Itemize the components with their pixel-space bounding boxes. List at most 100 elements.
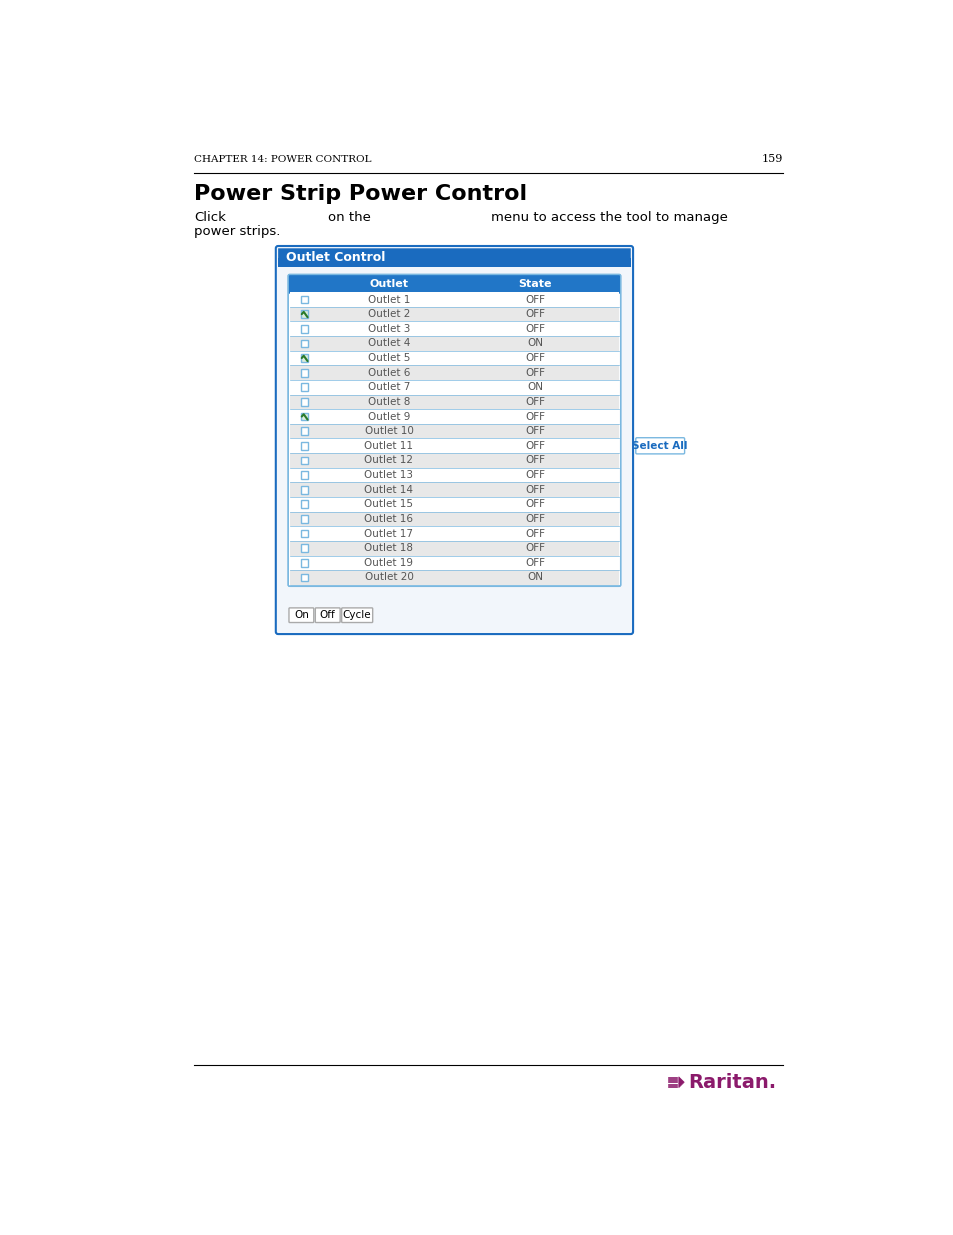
Bar	[300, 369, 308, 377]
Bar	[290, 275, 618, 293]
Text: OFF: OFF	[524, 456, 544, 466]
Bar	[290, 395, 618, 409]
Bar	[290, 453, 618, 468]
Bar	[290, 321, 618, 336]
Bar	[300, 325, 308, 332]
Text: OFF: OFF	[524, 353, 544, 363]
Text: Outlet 2: Outlet 2	[367, 309, 410, 319]
Bar	[290, 511, 618, 526]
FancyBboxPatch shape	[635, 437, 684, 454]
Text: Outlet 10: Outlet 10	[364, 426, 413, 436]
Bar	[290, 380, 618, 395]
Text: Outlet 13: Outlet 13	[364, 471, 413, 480]
Bar	[300, 340, 308, 347]
Text: ON: ON	[526, 338, 542, 348]
Text: OFF: OFF	[524, 396, 544, 406]
Text: Outlet 15: Outlet 15	[364, 499, 413, 509]
Bar	[300, 398, 308, 406]
Bar	[290, 438, 618, 453]
Text: OFF: OFF	[524, 309, 544, 319]
Bar	[300, 559, 308, 567]
Bar	[290, 336, 618, 351]
Bar	[278, 605, 630, 627]
FancyBboxPatch shape	[275, 246, 633, 634]
Bar	[290, 306, 618, 321]
Bar	[300, 383, 308, 391]
Text: Cycle: Cycle	[342, 610, 371, 620]
Text: Outlet 1: Outlet 1	[367, 294, 410, 305]
Text: OFF: OFF	[524, 558, 544, 568]
Text: 159: 159	[761, 153, 782, 163]
Text: Select All: Select All	[632, 441, 687, 451]
Text: OFF: OFF	[524, 368, 544, 378]
FancyBboxPatch shape	[289, 608, 314, 622]
Bar	[300, 530, 308, 537]
Bar	[300, 457, 308, 464]
Bar	[290, 496, 618, 511]
Text: Outlet 8: Outlet 8	[367, 396, 410, 406]
Text: CHAPTER 14: POWER CONTROL: CHAPTER 14: POWER CONTROL	[194, 154, 372, 163]
Bar	[278, 258, 630, 267]
Text: Outlet 11: Outlet 11	[364, 441, 413, 451]
Bar	[300, 354, 308, 362]
Text: Outlet 5: Outlet 5	[367, 353, 410, 363]
Text: Outlet 20: Outlet 20	[364, 573, 413, 583]
Text: OFF: OFF	[524, 441, 544, 451]
Text: On: On	[294, 610, 309, 620]
Text: ON: ON	[526, 573, 542, 583]
Bar	[300, 295, 308, 304]
Bar	[290, 293, 618, 306]
Bar	[300, 545, 308, 552]
FancyBboxPatch shape	[315, 608, 340, 622]
Bar	[290, 571, 618, 585]
Text: menu to access the tool to manage: menu to access the tool to manage	[491, 211, 727, 225]
Text: Outlet: Outlet	[369, 279, 408, 289]
Bar	[300, 412, 308, 420]
Bar	[300, 310, 308, 317]
Text: ON: ON	[526, 383, 542, 393]
Bar	[290, 284, 618, 293]
Text: Outlet 4: Outlet 4	[367, 338, 410, 348]
Bar	[300, 442, 308, 450]
Text: on the: on the	[328, 211, 371, 225]
Text: OFF: OFF	[524, 514, 544, 524]
Text: OFF: OFF	[524, 484, 544, 495]
Bar	[300, 485, 308, 494]
Text: Click: Click	[194, 211, 226, 225]
Text: Outlet 12: Outlet 12	[364, 456, 413, 466]
FancyBboxPatch shape	[278, 248, 630, 267]
Text: Outlet 9: Outlet 9	[367, 411, 410, 421]
Bar	[290, 541, 618, 556]
Text: power strips.: power strips.	[194, 225, 280, 237]
Text: Outlet 14: Outlet 14	[364, 484, 413, 495]
Text: Outlet 17: Outlet 17	[364, 529, 413, 538]
Text: OFF: OFF	[524, 499, 544, 509]
Bar	[290, 424, 618, 438]
Text: OFF: OFF	[524, 294, 544, 305]
Text: Outlet 7: Outlet 7	[367, 383, 410, 393]
Text: Power Strip Power Control: Power Strip Power Control	[194, 184, 527, 205]
Bar	[290, 556, 618, 571]
Text: OFF: OFF	[524, 426, 544, 436]
Text: OFF: OFF	[524, 529, 544, 538]
Bar	[300, 515, 308, 522]
Text: Off: Off	[319, 610, 335, 620]
Bar	[300, 427, 308, 435]
Bar	[290, 526, 618, 541]
Text: Outlet Control: Outlet Control	[286, 251, 385, 264]
Text: Outlet 6: Outlet 6	[367, 368, 410, 378]
Bar	[290, 483, 618, 496]
Text: OFF: OFF	[524, 471, 544, 480]
Bar	[300, 500, 308, 508]
Text: Raritan.: Raritan.	[687, 1073, 776, 1092]
Text: OFF: OFF	[524, 324, 544, 333]
Text: State: State	[517, 279, 551, 289]
FancyBboxPatch shape	[341, 608, 373, 622]
Text: Outlet 18: Outlet 18	[364, 543, 413, 553]
FancyBboxPatch shape	[288, 274, 620, 294]
Bar	[290, 351, 618, 366]
Text: Outlet 19: Outlet 19	[364, 558, 413, 568]
Bar	[290, 366, 618, 380]
Polygon shape	[679, 1077, 683, 1088]
Bar	[290, 409, 618, 424]
